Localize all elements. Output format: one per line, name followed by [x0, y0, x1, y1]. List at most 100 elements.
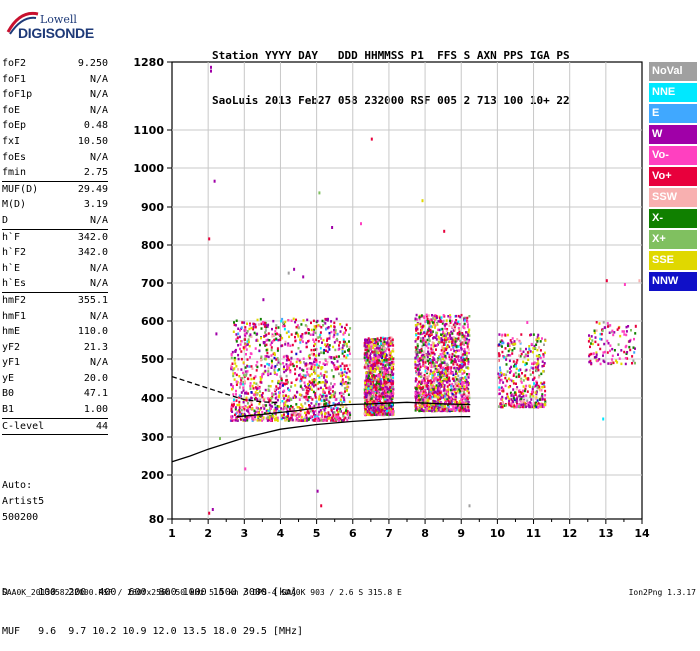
echo-point [314, 391, 317, 395]
echo-point [314, 343, 317, 346]
echo-point [500, 405, 503, 409]
echo-point [376, 405, 379, 408]
echo-point [307, 382, 309, 386]
echo-point [458, 388, 461, 391]
legend-item-ssw: SSW [649, 188, 697, 207]
echo-point [449, 334, 452, 338]
echo-point [454, 393, 457, 397]
echo-point [456, 332, 459, 335]
echo-point [513, 365, 516, 368]
echo-point [391, 390, 394, 393]
echo-point [532, 395, 535, 398]
echo-point [444, 367, 447, 370]
echo-point [257, 323, 260, 326]
echo-point [389, 358, 392, 361]
echo-point [391, 395, 394, 398]
echo-point [420, 390, 423, 393]
echo-point [446, 403, 449, 407]
echo-point [499, 340, 502, 344]
echo-point [263, 365, 266, 368]
echo-point [287, 419, 290, 422]
echo-point [326, 319, 329, 322]
echo-point [422, 353, 425, 357]
echo-point [460, 366, 463, 369]
echo-point [379, 397, 382, 400]
echo-point [284, 418, 287, 421]
echo-point [422, 341, 425, 344]
echo-point [455, 392, 458, 395]
echo-point [448, 371, 451, 374]
echo-point [436, 359, 439, 362]
echo-point [456, 384, 459, 387]
echo-point [378, 409, 381, 412]
echo-point [588, 354, 591, 358]
echo-point [366, 341, 369, 344]
echo-point [333, 411, 336, 414]
echo-point [275, 410, 277, 413]
echo-point [384, 369, 387, 373]
echo-point [447, 405, 450, 409]
echo-point [535, 363, 538, 366]
echo-point [278, 368, 281, 371]
echo-point [377, 384, 380, 387]
echo-point [319, 409, 322, 412]
echo-point [443, 377, 446, 381]
echo-point [310, 328, 313, 332]
echo-point [421, 325, 424, 328]
echo-point [370, 376, 373, 379]
echo-point [334, 329, 337, 332]
echo-point [311, 380, 314, 384]
echo-point [432, 345, 435, 348]
echo-point [277, 410, 280, 413]
echo-point [509, 339, 512, 342]
echo-point [443, 352, 446, 355]
echo-point [384, 364, 387, 367]
echo-point [306, 325, 309, 328]
echo-point [442, 389, 445, 392]
echo-point [441, 355, 444, 358]
echo-point [431, 392, 434, 395]
echo-point [416, 364, 419, 367]
echo-point [417, 398, 420, 402]
echo-point [387, 411, 390, 414]
echo-point [245, 415, 248, 419]
echo-point [313, 328, 316, 332]
echo-point [314, 372, 317, 375]
echo-point [460, 368, 463, 371]
echo-point [305, 416, 308, 420]
echo-point [391, 338, 394, 341]
echo-point [417, 394, 420, 398]
echo-point [466, 342, 469, 345]
echo-point [506, 354, 509, 357]
param-name: hmF2 [2, 294, 27, 306]
echo-point [377, 378, 380, 381]
echo-point [236, 419, 239, 422]
echo-point [246, 377, 249, 380]
echo-point [454, 380, 457, 383]
echo-point [450, 361, 453, 364]
echo-point [456, 322, 458, 326]
echo-point [326, 326, 329, 330]
echo-point [377, 374, 379, 377]
echo-point [538, 385, 541, 389]
echo-point [438, 400, 441, 404]
echo-point [337, 365, 340, 369]
param-name: h`Es [2, 278, 27, 290]
echo-point [457, 357, 460, 361]
echo-point [382, 353, 385, 356]
echo-point [245, 399, 248, 402]
echo-point [291, 405, 294, 409]
echo-point [298, 398, 301, 401]
echo-point [325, 328, 328, 331]
echo-point [437, 335, 440, 339]
echo-point [266, 413, 269, 416]
echo-point [306, 367, 309, 371]
echo-point [417, 386, 420, 389]
echo-point [231, 410, 234, 413]
echo-point [373, 397, 375, 400]
echo-point [436, 379, 439, 382]
param-name: h`F2 [2, 247, 27, 259]
echo-point [415, 369, 418, 372]
echo-point [386, 337, 389, 340]
echo-point [299, 341, 302, 344]
